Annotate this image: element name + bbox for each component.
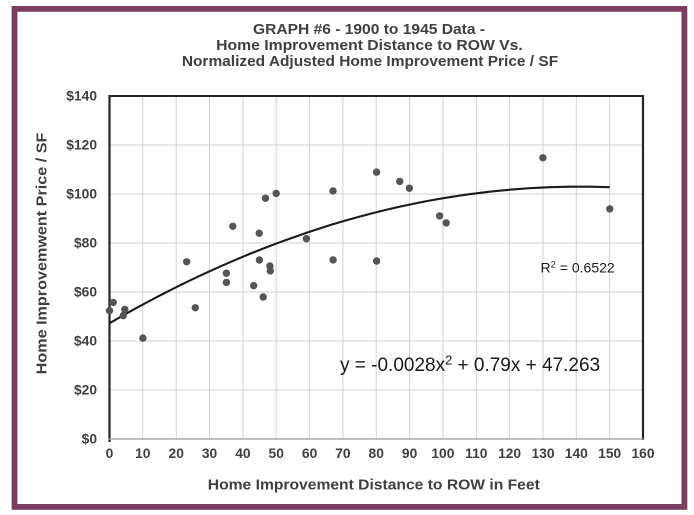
svg-text:$100: $100 bbox=[66, 187, 97, 202]
svg-text:120: 120 bbox=[498, 446, 521, 461]
svg-text:40: 40 bbox=[235, 446, 251, 461]
svg-text:GRAPH #6 - 1900 to 1945 Data -: GRAPH #6 - 1900 to 1945 Data - bbox=[253, 22, 485, 38]
svg-text:Home Improvemwent Price / SF: Home Improvemwent Price / SF bbox=[34, 132, 50, 374]
svg-text:R2 = 0.6522: R2 = 0.6522 bbox=[541, 259, 615, 275]
svg-text:110: 110 bbox=[465, 446, 488, 461]
svg-text:10: 10 bbox=[135, 446, 151, 461]
svg-text:100: 100 bbox=[431, 446, 454, 461]
svg-text:$80: $80 bbox=[74, 236, 97, 251]
svg-text:y = -0.0028x2 + 0.79x + 47.263: y = -0.0028x2 + 0.79x + 47.263 bbox=[340, 352, 600, 376]
svg-text:140: 140 bbox=[565, 446, 588, 461]
svg-text:Home Improvement Distance to R: Home Improvement Distance to ROW in Feet bbox=[208, 478, 540, 494]
svg-text:30: 30 bbox=[202, 446, 218, 461]
svg-text:90: 90 bbox=[402, 446, 418, 461]
svg-text:$20: $20 bbox=[74, 383, 97, 398]
svg-text:$40: $40 bbox=[74, 334, 97, 349]
svg-text:50: 50 bbox=[269, 446, 285, 461]
svg-text:20: 20 bbox=[169, 446, 185, 461]
svg-text:$140: $140 bbox=[66, 89, 97, 104]
svg-text:80: 80 bbox=[369, 446, 385, 461]
svg-text:Home Improvement Distance to R: Home Improvement Distance to ROW Vs. bbox=[216, 38, 523, 54]
svg-text:150: 150 bbox=[598, 446, 621, 461]
svg-text:$0: $0 bbox=[82, 432, 98, 447]
svg-text:130: 130 bbox=[531, 446, 554, 461]
svg-text:$60: $60 bbox=[74, 285, 97, 300]
svg-text:60: 60 bbox=[302, 446, 318, 461]
svg-text:$120: $120 bbox=[66, 138, 97, 153]
svg-text:160: 160 bbox=[631, 446, 654, 461]
svg-text:70: 70 bbox=[335, 446, 351, 461]
svg-text:0: 0 bbox=[106, 446, 114, 461]
svg-text:Normalized Adjusted Home Impro: Normalized Adjusted Home Improvement Pri… bbox=[182, 54, 559, 70]
